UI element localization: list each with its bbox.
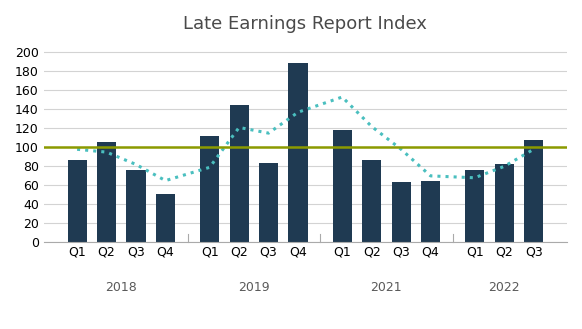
Bar xyxy=(333,130,352,242)
Bar xyxy=(495,164,514,242)
Bar xyxy=(200,136,219,242)
Bar xyxy=(97,142,116,242)
Text: 2019: 2019 xyxy=(238,281,269,294)
Bar xyxy=(421,181,440,242)
Bar xyxy=(126,170,146,242)
Bar xyxy=(259,163,278,242)
Text: 2018: 2018 xyxy=(105,281,137,294)
Bar xyxy=(524,140,543,242)
Bar xyxy=(362,160,381,242)
Bar xyxy=(229,105,249,242)
Text: 2021: 2021 xyxy=(371,281,402,294)
Text: 2022: 2022 xyxy=(488,281,520,294)
Bar xyxy=(68,160,87,242)
Title: Late Earnings Report Index: Late Earnings Report Index xyxy=(183,15,427,33)
Bar xyxy=(465,170,484,242)
Bar xyxy=(156,194,175,242)
Bar xyxy=(392,182,411,242)
Bar xyxy=(289,63,307,242)
